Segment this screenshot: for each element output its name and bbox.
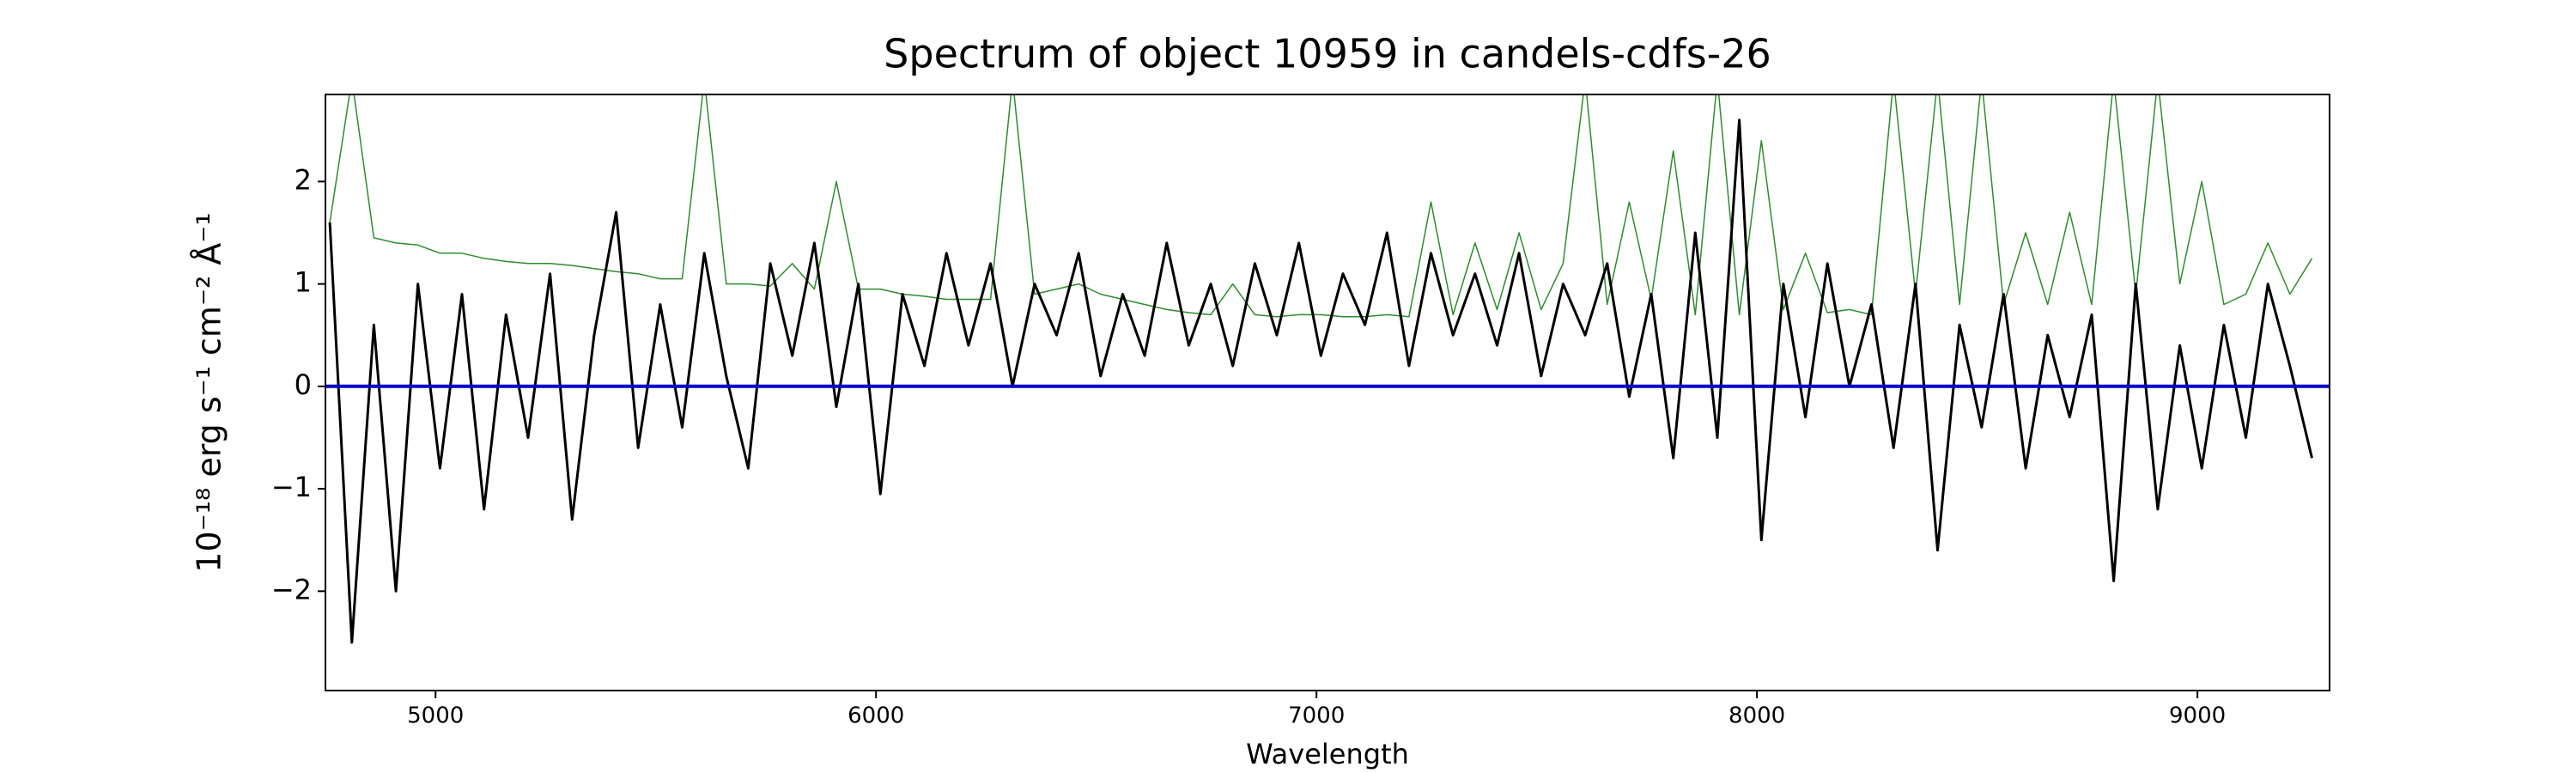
x-tick-label: 9000 [2169, 703, 2226, 729]
y-tick-label: 0 [295, 368, 312, 401]
x-tick-label: 8000 [1728, 703, 1785, 729]
x-tick-label: 7000 [1288, 703, 1345, 729]
y-tick-label: 1 [295, 266, 312, 299]
plot-frame [325, 94, 2330, 691]
spectrum-line [328, 119, 2313, 644]
y-tick-label: −1 [271, 471, 312, 503]
x-tick-label: 6000 [848, 703, 904, 729]
chart-title: Spectrum of object 10959 in candels-cdfs… [884, 31, 1771, 77]
plot-area [325, 94, 2330, 644]
y-tick-label: −2 [271, 573, 312, 606]
y-tick-label: 2 [295, 163, 312, 196]
x-tick-label: 5000 [407, 703, 464, 729]
y-axis-label: 10⁻¹⁸ erg s⁻¹ cm⁻² Å⁻¹ [191, 212, 228, 572]
x-axis-label: Wavelength [1246, 738, 1409, 770]
spectrum-line [329, 94, 2313, 318]
